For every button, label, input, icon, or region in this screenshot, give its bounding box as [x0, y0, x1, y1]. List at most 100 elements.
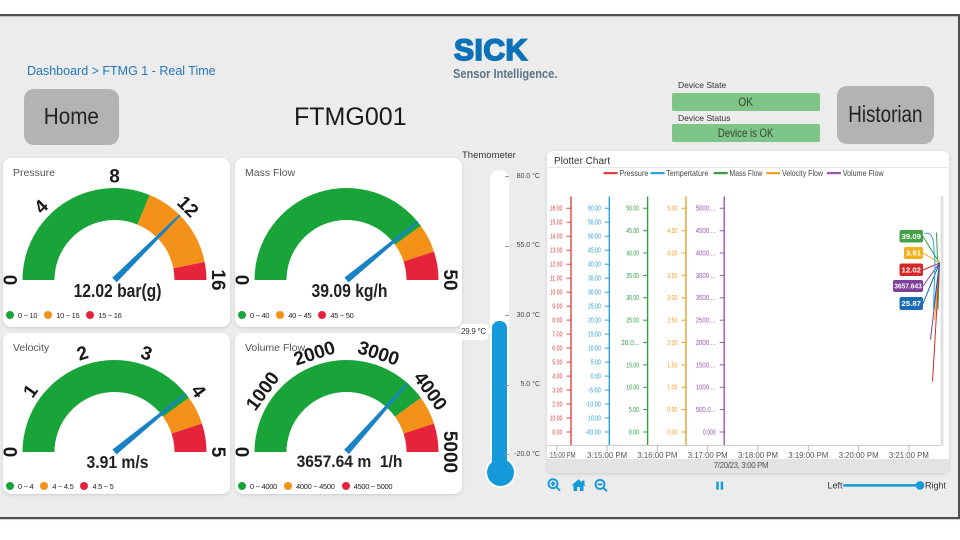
- svg-text:25.00: 25.00: [626, 317, 639, 324]
- svg-text:4000....: 4000....: [696, 250, 716, 257]
- svg-text:5000....: 5000....: [696, 205, 716, 212]
- svg-text:13.00: 13.00: [550, 247, 563, 254]
- svg-text:3:17:00 PM: 3:17:00 PM: [688, 451, 728, 460]
- svg-text:45.00: 45.00: [626, 228, 639, 235]
- svg-text:40.00: 40.00: [588, 261, 601, 268]
- svg-text:-00.00: -00.00: [586, 429, 601, 436]
- svg-text:55.00: 55.00: [588, 219, 601, 226]
- svg-text:15.00: 15.00: [550, 219, 563, 226]
- svg-text:20.00: 20.00: [588, 317, 601, 324]
- svg-text:45.00: 45.00: [588, 247, 601, 254]
- svg-text:1000....: 1000....: [696, 384, 716, 391]
- svg-text:12.02: 12.02: [902, 265, 922, 274]
- svg-text:4.00: 4.00: [552, 373, 562, 380]
- svg-text:30.00: 30.00: [588, 289, 601, 296]
- svg-text:35.00: 35.00: [626, 272, 639, 279]
- svg-text:2500....: 2500....: [696, 317, 716, 324]
- svg-text::15:00 PM: :15:00 PM: [549, 451, 576, 460]
- svg-text:15.00: 15.00: [626, 362, 639, 369]
- svg-text:15.00: 15.00: [588, 331, 601, 338]
- svg-text:14.00: 14.00: [550, 233, 563, 240]
- svg-text:20.0...: 20.0...: [621, 339, 639, 346]
- svg-text:25.87: 25.87: [902, 299, 922, 308]
- svg-text:2.00: 2.00: [552, 401, 562, 408]
- svg-text:3.91: 3.91: [906, 248, 921, 257]
- svg-text:5.00: 5.00: [667, 205, 677, 212]
- svg-text:2000....: 2000....: [696, 339, 716, 346]
- svg-text:0.50: 0.50: [667, 407, 677, 414]
- svg-text:3657.643: 3657.643: [894, 283, 922, 290]
- svg-text:9.00: 9.00: [552, 303, 562, 310]
- svg-text:39.09 kg/h: 39.09 kg/h: [312, 280, 388, 302]
- svg-text:50.00: 50.00: [626, 205, 639, 212]
- svg-text:8.00: 8.00: [552, 317, 562, 324]
- svg-text:12.02 bar(g): 12.02 bar(g): [74, 280, 162, 302]
- svg-text:1.50: 1.50: [667, 362, 677, 369]
- svg-text:10.00: 10.00: [550, 415, 563, 422]
- svg-text:10.00: 10.00: [550, 289, 563, 296]
- svg-text:35.00: 35.00: [588, 275, 601, 282]
- svg-text:0: 0: [3, 447, 22, 458]
- svg-text:2.00: 2.00: [667, 339, 677, 346]
- svg-text:3:18:00 PM: 3:18:00 PM: [738, 451, 778, 460]
- svg-text:16: 16: [207, 269, 228, 290]
- svg-text:3:19:00 PM: 3:19:00 PM: [788, 451, 828, 460]
- svg-text:3000....: 3000....: [696, 272, 716, 279]
- svg-text:3:15:00 PM: 3:15:00 PM: [587, 451, 627, 460]
- svg-text:10.00: 10.00: [588, 415, 601, 422]
- svg-text:6.00: 6.00: [552, 345, 562, 352]
- svg-text:40.00: 40.00: [626, 250, 639, 257]
- svg-text:10.00: 10.00: [588, 345, 601, 352]
- svg-text:3.91 m/s: 3.91 m/s: [87, 452, 149, 472]
- svg-text:3500....: 3500....: [696, 295, 716, 302]
- svg-text:Volume Flow: Volume Flow: [843, 168, 885, 178]
- svg-text:0.000: 0.000: [703, 429, 716, 436]
- svg-text:30.00: 30.00: [626, 295, 639, 302]
- svg-text:3:21:00 PM: 3:21:00 PM: [889, 451, 929, 460]
- svg-text:5.00: 5.00: [591, 359, 601, 366]
- svg-text:5.00: 5.00: [552, 359, 562, 366]
- svg-text:39.09: 39.09: [902, 231, 922, 240]
- svg-text:0.00: 0.00: [667, 429, 677, 436]
- svg-text:0.00: 0.00: [552, 429, 562, 436]
- svg-text:Right: Right: [925, 481, 947, 491]
- svg-text:1500....: 1500....: [696, 362, 716, 369]
- svg-text:11.00: 11.00: [550, 275, 563, 282]
- svg-text:Left: Left: [828, 481, 844, 491]
- svg-text:2: 2: [74, 342, 91, 365]
- svg-text:0.00: 0.00: [629, 429, 639, 436]
- svg-text:60.00: 60.00: [588, 205, 601, 212]
- svg-text:3.50: 3.50: [667, 272, 677, 279]
- svg-text:7.00: 7.00: [552, 331, 562, 338]
- svg-text:0.00: 0.00: [591, 373, 601, 380]
- svg-text:3.00: 3.00: [667, 295, 677, 302]
- svg-text:-5.00: -5.00: [588, 387, 601, 394]
- svg-text:Pressure: Pressure: [619, 168, 648, 178]
- svg-text:0: 0: [235, 275, 254, 286]
- svg-text:12.00: 12.00: [550, 261, 563, 268]
- svg-text:2.50: 2.50: [667, 317, 677, 324]
- svg-text:4.50: 4.50: [667, 228, 677, 235]
- svg-text:500.0...: 500.0...: [696, 407, 716, 414]
- svg-text:4.00: 4.00: [667, 250, 677, 257]
- svg-text:Tempertature: Tempertature: [666, 168, 708, 178]
- svg-text:1.00: 1.00: [667, 384, 677, 391]
- svg-text:Velocity Flow: Velocity Flow: [782, 168, 824, 178]
- svg-text:10.00: 10.00: [626, 384, 639, 391]
- svg-text:8: 8: [109, 167, 120, 188]
- svg-text:5.00: 5.00: [629, 407, 639, 414]
- svg-text:3:20:00 PM: 3:20:00 PM: [839, 451, 879, 460]
- svg-text:3: 3: [138, 342, 155, 365]
- svg-text:0: 0: [3, 275, 22, 286]
- svg-text:5000: 5000: [439, 431, 460, 473]
- svg-text:Mass Flow: Mass Flow: [730, 168, 764, 178]
- svg-text:5: 5: [207, 447, 228, 458]
- svg-text:3657.64 m 1/h: 3657.64 m 1/h: [297, 453, 403, 471]
- svg-text:50: 50: [439, 269, 460, 290]
- svg-text:16.00: 16.00: [550, 205, 563, 212]
- svg-text:0: 0: [235, 447, 254, 458]
- svg-text:-10.00: -10.00: [586, 401, 601, 408]
- svg-text:3.00: 3.00: [552, 387, 562, 394]
- svg-text:4500....: 4500....: [696, 228, 716, 235]
- svg-text:3:16:00 PM: 3:16:00 PM: [637, 451, 677, 460]
